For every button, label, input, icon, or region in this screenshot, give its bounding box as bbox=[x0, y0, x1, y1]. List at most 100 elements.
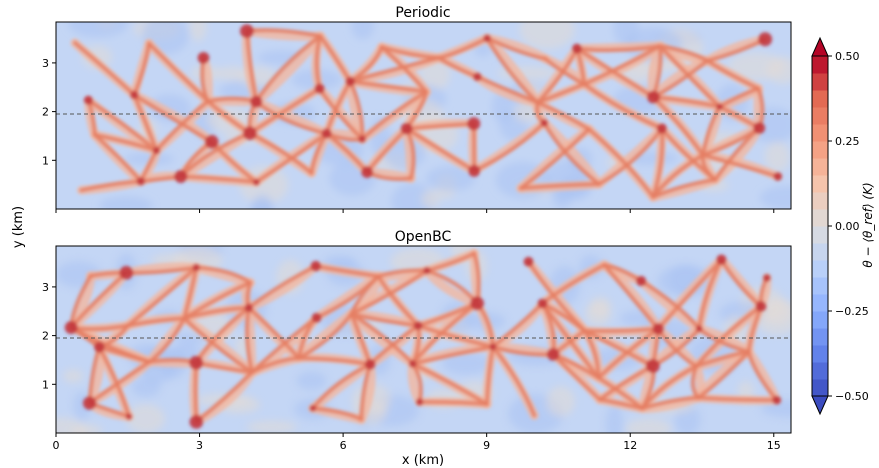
colorbar-extend-max bbox=[811, 36, 829, 57]
colorbar-level bbox=[812, 294, 828, 312]
warm-filament bbox=[700, 104, 722, 158]
cool-cell-patch bbox=[189, 22, 207, 42]
warm-node bbox=[753, 122, 766, 134]
warm-filament bbox=[79, 179, 143, 193]
warm-node bbox=[252, 178, 260, 186]
colorbar-level bbox=[812, 192, 828, 210]
colorbar-level bbox=[812, 158, 828, 176]
x-tick-label: 15 bbox=[767, 439, 781, 452]
warm-filament bbox=[317, 86, 365, 142]
warm-filament bbox=[535, 46, 579, 105]
warm-filament bbox=[417, 399, 489, 407]
openbc-temperature-field bbox=[56, 246, 791, 433]
cool-cell-patch bbox=[759, 185, 791, 209]
periodic-temperature-field bbox=[68, 22, 791, 209]
warm-node bbox=[423, 266, 431, 275]
warm-filament bbox=[518, 127, 591, 191]
warm-node bbox=[468, 164, 481, 177]
cool-cell-patch bbox=[251, 194, 274, 209]
warm-filament bbox=[349, 311, 415, 366]
warm-node bbox=[361, 166, 373, 178]
warm-filament bbox=[245, 305, 255, 375]
colorbar-tick-label: 0.25 bbox=[835, 135, 860, 148]
warm-filament bbox=[582, 44, 662, 87]
cool-cell-patch bbox=[246, 420, 298, 433]
warm-node bbox=[473, 72, 482, 82]
warm-filament bbox=[194, 265, 253, 285]
warm-filament bbox=[658, 44, 710, 63]
cool-cell-patch bbox=[62, 369, 84, 383]
cool-cell-patch bbox=[426, 165, 476, 192]
warm-filament bbox=[437, 36, 490, 60]
warm-filament bbox=[178, 131, 252, 179]
warm-filament bbox=[182, 280, 253, 321]
colorbar-level bbox=[812, 362, 828, 380]
warm-filament bbox=[182, 305, 251, 321]
warm-filament bbox=[410, 301, 480, 366]
x-tick-label: 3 bbox=[196, 439, 203, 452]
y-tick-label: 3 bbox=[42, 57, 49, 70]
warm-node bbox=[415, 398, 424, 406]
cool-cell-patch bbox=[519, 22, 575, 50]
y-axis-label: y (km) bbox=[11, 206, 26, 248]
warm-filament bbox=[640, 395, 701, 411]
warm-filament bbox=[132, 93, 159, 153]
cool-cell-patch bbox=[296, 371, 327, 390]
warm-node bbox=[470, 296, 485, 311]
x-tick-label: 0 bbox=[53, 439, 60, 452]
warm-filament bbox=[73, 40, 137, 97]
warm-filament bbox=[147, 316, 187, 364]
y-tick-label: 2 bbox=[42, 106, 49, 119]
warm-node bbox=[125, 413, 133, 420]
warm-filament bbox=[696, 349, 751, 400]
warm-filament bbox=[254, 99, 329, 136]
warm-filament bbox=[640, 364, 699, 411]
warm-filament bbox=[713, 126, 762, 182]
warm-node bbox=[716, 103, 723, 110]
colorbar: −0.50 −0.25 0.00 0.25 0.50 bbox=[811, 36, 869, 416]
warm-filament bbox=[410, 361, 489, 407]
warm-filament bbox=[582, 328, 601, 380]
x-tick-label: 6 bbox=[340, 439, 347, 452]
warm-node bbox=[483, 34, 491, 42]
warm-filament bbox=[596, 326, 661, 380]
warm-filament bbox=[318, 34, 353, 84]
warm-filament bbox=[586, 127, 656, 200]
warm-filament bbox=[651, 153, 705, 200]
cool-cell-patch bbox=[657, 265, 715, 297]
periodic-panel: 1 2 3 Periodic bbox=[42, 5, 792, 213]
cool-cell-patch bbox=[421, 189, 441, 209]
colorbar-level bbox=[812, 277, 828, 295]
warm-node bbox=[83, 95, 93, 105]
warm-filament bbox=[348, 55, 441, 84]
warm-filament bbox=[310, 362, 373, 411]
warm-filament bbox=[574, 46, 656, 100]
openbc-frame bbox=[55, 245, 792, 434]
warm-node bbox=[772, 395, 782, 405]
warm-filament bbox=[475, 74, 540, 105]
warm-filament bbox=[125, 265, 199, 328]
warm-node bbox=[197, 51, 210, 64]
warm-node bbox=[763, 274, 771, 282]
cool-cell-patch bbox=[765, 299, 791, 325]
warm-filament bbox=[746, 349, 779, 403]
warm-node bbox=[646, 90, 660, 104]
cool-cell-patch bbox=[125, 404, 166, 433]
warm-filament bbox=[690, 364, 701, 400]
colorbar-extend-min bbox=[811, 395, 829, 416]
warm-filament bbox=[132, 93, 214, 144]
periodic-axes: 1 2 3 bbox=[42, 57, 775, 213]
warm-node bbox=[635, 275, 647, 287]
warm-filament bbox=[193, 360, 199, 424]
warm-filament bbox=[582, 326, 661, 334]
warm-filament bbox=[651, 126, 665, 200]
periodic-title: Periodic bbox=[395, 5, 450, 21]
cool-cell-patch bbox=[351, 22, 374, 40]
warm-node bbox=[656, 123, 667, 134]
y-tick-label: 1 bbox=[42, 154, 49, 167]
warm-filament bbox=[310, 406, 364, 422]
warm-node bbox=[309, 405, 317, 412]
warm-filament bbox=[656, 257, 724, 331]
colorbar-tick-label: 0.00 bbox=[835, 220, 860, 233]
